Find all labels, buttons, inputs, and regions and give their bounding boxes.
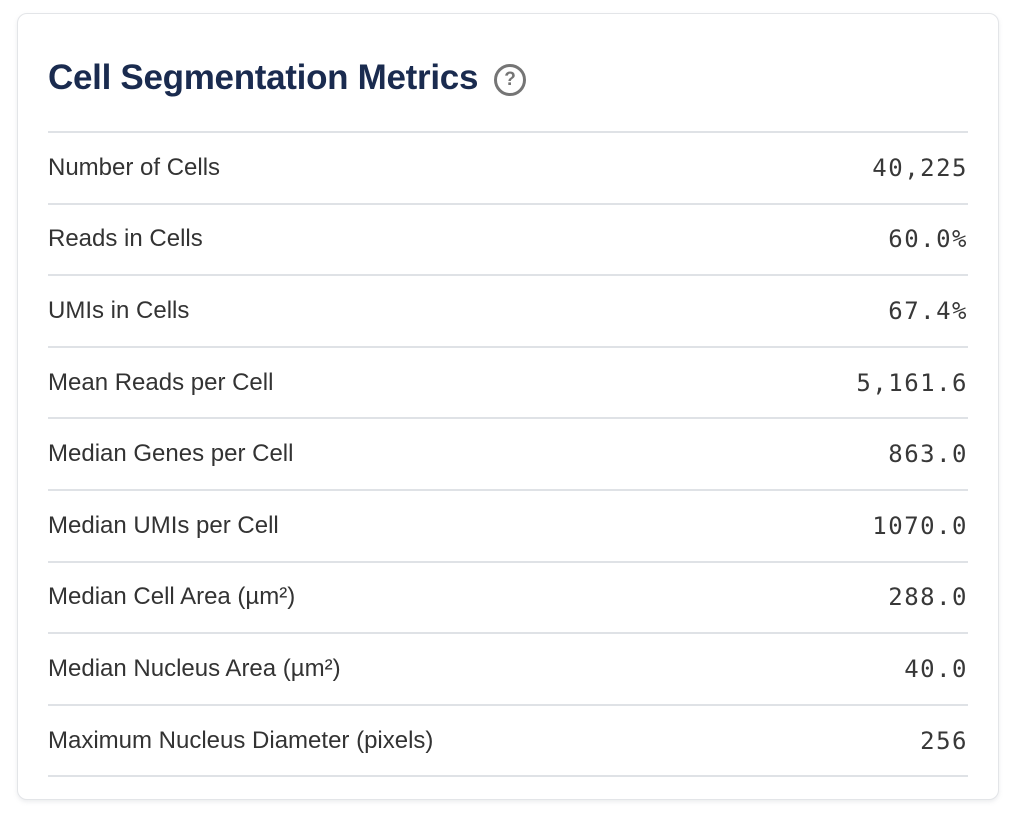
- metric-row-median-genes-per-cell: Median Genes per Cell 863.0: [48, 419, 968, 491]
- metric-value: 60.0%: [888, 225, 968, 254]
- metric-label: Maximum Nucleus Diameter (pixels): [48, 726, 434, 754]
- metric-value: 40,225: [872, 153, 968, 182]
- metric-label: Median Genes per Cell: [48, 440, 294, 468]
- metric-value: 5,161.6: [856, 368, 968, 397]
- metric-row-median-umis-per-cell: Median UMIs per Cell 1070.0: [48, 491, 968, 563]
- metric-label: Median UMIs per Cell: [48, 511, 279, 539]
- metric-value: 40.0: [904, 654, 968, 683]
- metric-row-number-of-cells: Number of Cells 40,225: [48, 133, 968, 205]
- card-header: Cell Segmentation Metrics ?: [48, 14, 968, 133]
- metric-value: 863.0: [888, 440, 968, 469]
- metric-label: Median Nucleus Area (µm²): [48, 654, 341, 682]
- metrics-table: Number of Cells 40,225 Reads in Cells 60…: [48, 133, 968, 778]
- metric-value: 1070.0: [872, 511, 968, 540]
- metric-label: Mean Reads per Cell: [48, 368, 274, 396]
- metric-row-median-nucleus-area: Median Nucleus Area (µm²) 40.0: [48, 634, 968, 706]
- metric-row-umis-in-cells: UMIs in Cells 67.4%: [48, 276, 968, 348]
- question-mark-circle-icon[interactable]: ?: [494, 64, 527, 96]
- metric-row-maximum-nucleus-diameter: Maximum Nucleus Diameter (pixels) 256: [48, 706, 968, 778]
- metric-label: Median Cell Area (µm²): [48, 583, 296, 611]
- metric-label: Reads in Cells: [48, 225, 203, 253]
- card-title: Cell Segmentation Metrics: [48, 57, 479, 97]
- metric-row-mean-reads-per-cell: Mean Reads per Cell 5,161.6: [48, 348, 968, 420]
- metric-label: Number of Cells: [48, 153, 221, 181]
- cell-segmentation-metrics-card: Cell Segmentation Metrics ? Number of Ce…: [17, 13, 999, 800]
- metric-value: 288.0: [888, 583, 968, 612]
- metric-value: 256: [920, 726, 968, 755]
- metric-value: 67.4%: [888, 296, 968, 325]
- metric-label: UMIs in Cells: [48, 296, 190, 324]
- metric-row-reads-in-cells: Reads in Cells 60.0%: [48, 205, 968, 277]
- metric-row-median-cell-area: Median Cell Area (µm²) 288.0: [48, 563, 968, 635]
